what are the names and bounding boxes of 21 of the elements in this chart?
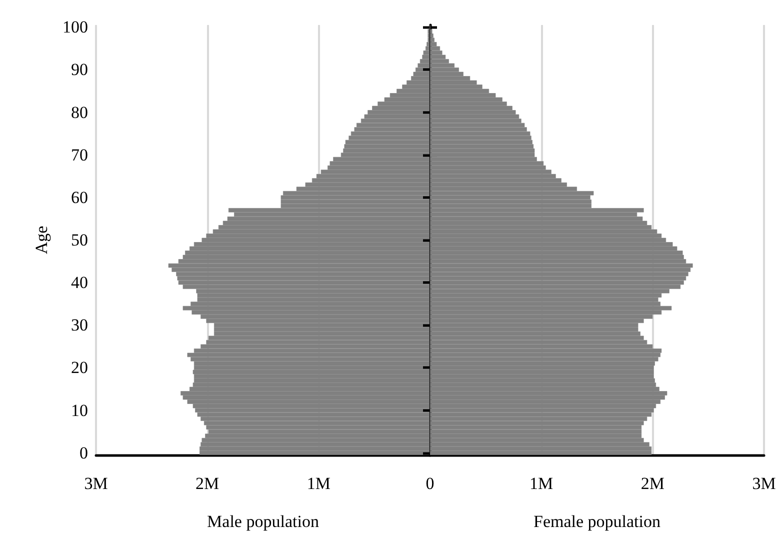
- x-tick-label: 2M: [196, 474, 220, 493]
- x-tick-label: 3M: [84, 474, 108, 493]
- y-tick-label: 90: [71, 60, 88, 80]
- y-tick-label: 10: [71, 400, 88, 420]
- x-tick-label: 0: [426, 474, 434, 493]
- y-tick-label: 50: [71, 230, 88, 250]
- x-tick-label: 3M: [752, 474, 776, 493]
- y-tick-label: 80: [71, 102, 88, 122]
- y-axis-title: Age: [32, 226, 51, 254]
- y-tick-label: 40: [71, 273, 88, 292]
- y-tick-label: 100: [62, 18, 88, 37]
- x-axis-title: Male population: [207, 512, 320, 531]
- y-tick-label: 70: [71, 145, 88, 164]
- x-tick-label: 1M: [530, 474, 554, 493]
- y-tick-label: 0: [80, 443, 88, 462]
- y-tick-label: 60: [71, 188, 88, 207]
- x-axis-title: Female population: [533, 512, 661, 531]
- x-tick-label: 1M: [306, 474, 330, 493]
- y-tick-label: 30: [71, 316, 88, 335]
- y-tick-label: 20: [71, 358, 88, 378]
- x-tick-label: 2M: [640, 474, 664, 493]
